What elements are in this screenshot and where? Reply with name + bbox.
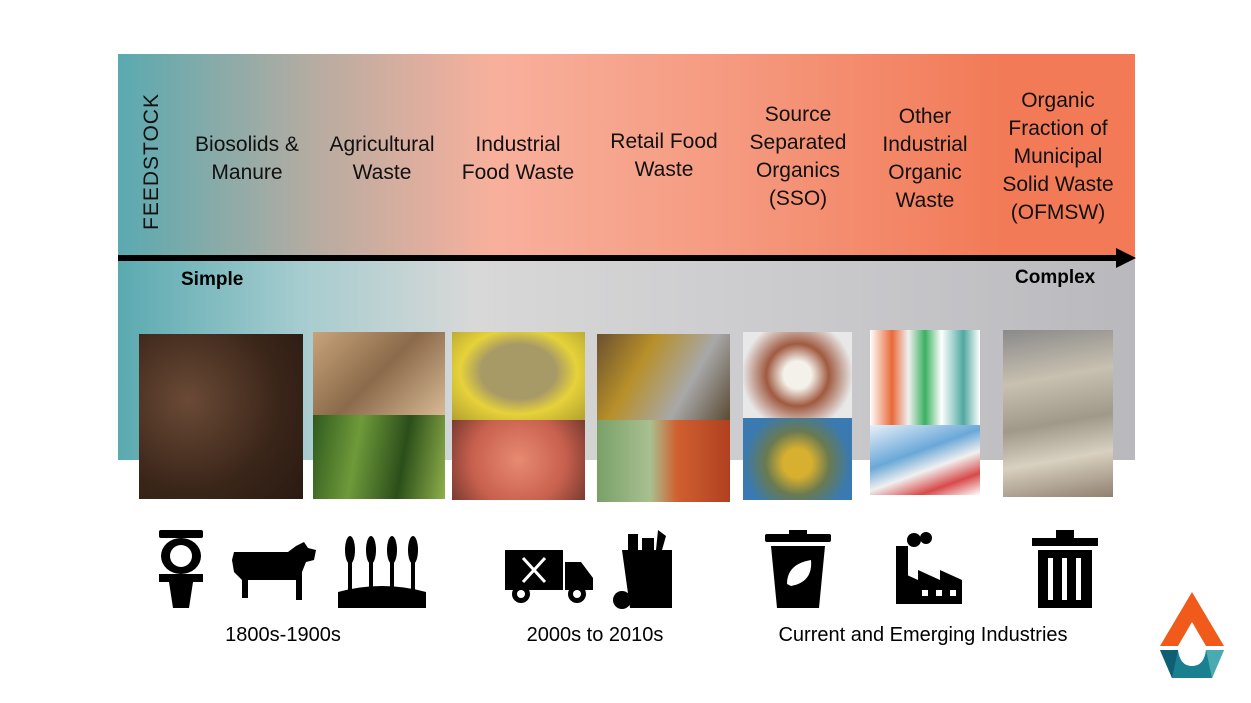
soil-photo	[139, 334, 303, 499]
compost-bin-photo	[743, 418, 852, 500]
grocery-bag-icon	[613, 530, 672, 609]
wheat-field-icon	[338, 536, 426, 608]
category-industrial-food: Industrial Food Waste	[461, 133, 575, 184]
category-other-industrial: Other Industrial Organic Waste	[882, 105, 968, 212]
straw-photo	[313, 332, 445, 415]
arrow-head	[1116, 248, 1136, 268]
era-label-current: Current and Emerging Industries	[778, 624, 1068, 646]
category-retail-food: Retail Food Waste	[610, 130, 718, 181]
category-agricultural: Agricultural Waste	[329, 133, 435, 184]
feedstock-gradient-band	[118, 54, 1135, 258]
lab-glassware-photo	[870, 330, 980, 425]
era-label-1800s: 1800s-1900s	[225, 624, 341, 646]
municipal-waste-photo	[1003, 330, 1113, 497]
category-ofmsw: Organic Fraction of Municipal Solid Wast…	[1002, 89, 1114, 224]
foil-trays-photo	[597, 334, 730, 420]
category-sso: Source Separated Organics (SSO)	[749, 103, 847, 210]
food-truck-icon	[505, 550, 593, 603]
feedstock-label: FEEDSTOCK	[140, 93, 163, 230]
toilet-icon	[159, 530, 203, 608]
complexity-arrow	[118, 255, 1118, 261]
corn-photo	[313, 415, 445, 499]
era-label-2000s: 2000s to 2010s	[526, 624, 664, 646]
trash-can-icon	[1032, 530, 1098, 608]
simple-label: Simple	[181, 269, 244, 290]
factory-icon	[896, 532, 962, 604]
category-biosolids: Biosolids & Manure	[195, 133, 299, 184]
pills-photo	[870, 425, 980, 495]
food-mash-photo	[452, 332, 585, 420]
cabbage-carrots-photo	[597, 420, 730, 502]
pink-food-photo	[452, 420, 585, 500]
company-logo	[1160, 592, 1224, 678]
compost-bin-icon	[765, 530, 831, 608]
cow-icon	[232, 542, 316, 600]
meat-package-photo	[743, 332, 852, 418]
complex-label: Complex	[1015, 267, 1096, 288]
